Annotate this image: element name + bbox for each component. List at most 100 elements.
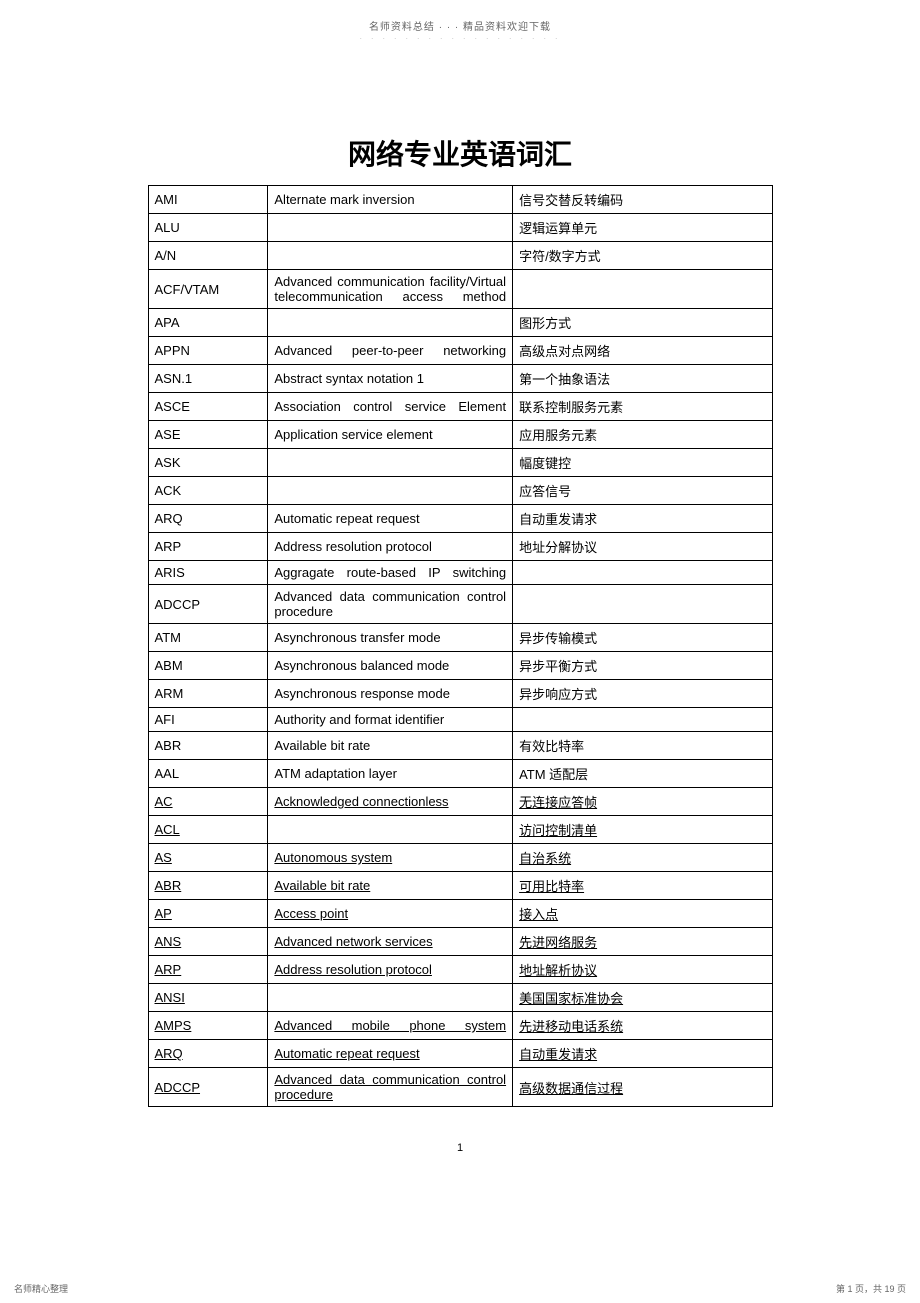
- header-line1: 名师资料总结 · · · 精品资料欢迎下载: [0, 0, 920, 33]
- abbr-cell: AC: [148, 788, 268, 816]
- table-row: ANSI美国国家标准协会: [148, 984, 772, 1012]
- full-cell: Abstract syntax notation 1: [268, 365, 513, 393]
- table-row: ACAcknowledged connectionless无连接应答帧: [148, 788, 772, 816]
- cn-cell: 可用比特率: [513, 872, 772, 900]
- abbr-cell: ASK: [148, 449, 268, 477]
- cn-cell: 地址解析协议: [513, 956, 772, 984]
- full-cell: Autonomous system: [268, 844, 513, 872]
- cn-cell: 自动重发请求: [513, 505, 772, 533]
- cn-cell: 应用服务元素: [513, 421, 772, 449]
- abbr-cell: ADCCP: [148, 585, 268, 624]
- full-cell: Acknowledged connectionless: [268, 788, 513, 816]
- abbr-cell: ALU: [148, 214, 268, 242]
- abbr-cell: ANS: [148, 928, 268, 956]
- abbr-cell: ARP: [148, 533, 268, 561]
- table-row: ARISAggragate route-based IP switching: [148, 561, 772, 585]
- vocabulary-table: AMIAlternate mark inversion信号交替反转编码ALU 逻辑…: [148, 185, 773, 1107]
- abbr-cell: ARM: [148, 680, 268, 708]
- full-cell: Asynchronous response mode: [268, 680, 513, 708]
- header-dots: · · · · · · · · · · · · · · · · · ·: [0, 33, 920, 43]
- abbr-cell: ASCE: [148, 393, 268, 421]
- abbr-cell: ACL: [148, 816, 268, 844]
- cn-cell: [513, 708, 772, 732]
- full-cell: Asynchronous balanced mode: [268, 652, 513, 680]
- full-cell: Application service element: [268, 421, 513, 449]
- abbr-cell: AMPS: [148, 1012, 268, 1040]
- table-row: ANSAdvanced network services先进网络服务: [148, 928, 772, 956]
- footer-right: 第 1 页，共 19 页: [836, 1282, 906, 1295]
- table-row: AFIAuthority and format identifier: [148, 708, 772, 732]
- table-row: ARQAutomatic repeat request自动重发请求: [148, 1040, 772, 1068]
- table-row: ACF/VTAMAdvanced communication facility/…: [148, 270, 772, 309]
- table-row: ARQAutomatic repeat request自动重发请求: [148, 505, 772, 533]
- abbr-cell: ANSI: [148, 984, 268, 1012]
- table-row: ATMAsynchronous transfer mode异步传输模式: [148, 624, 772, 652]
- full-cell: Authority and format identifier: [268, 708, 513, 732]
- cn-cell: 有效比特率: [513, 732, 772, 760]
- full-cell: Available bit rate: [268, 872, 513, 900]
- full-cell: [268, 449, 513, 477]
- full-cell: Address resolution protocol: [268, 956, 513, 984]
- abbr-cell: ACF/VTAM: [148, 270, 268, 309]
- table-row: AMPSAdvanced mobile phone system先进移动电话系统: [148, 1012, 772, 1040]
- cn-cell: 异步响应方式: [513, 680, 772, 708]
- cn-cell: [513, 585, 772, 624]
- table-row: ACL 访问控制清单: [148, 816, 772, 844]
- table-row: AMIAlternate mark inversion信号交替反转编码: [148, 186, 772, 214]
- full-cell: Address resolution protocol: [268, 533, 513, 561]
- cn-cell: 信号交替反转编码: [513, 186, 772, 214]
- table-row: ARPAddress resolution protocol地址分解协议: [148, 533, 772, 561]
- cn-cell: 自动重发请求: [513, 1040, 772, 1068]
- table-row: APA图形方式: [148, 309, 772, 337]
- full-cell: Advanced network services: [268, 928, 513, 956]
- cn-cell: 地址分解协议: [513, 533, 772, 561]
- abbr-cell: ADCCP: [148, 1068, 268, 1107]
- cn-cell: 异步平衡方式: [513, 652, 772, 680]
- full-cell: [268, 214, 513, 242]
- full-cell: [268, 816, 513, 844]
- cn-cell: 图形方式: [513, 309, 772, 337]
- table-row: APPNAdvanced peer-to-peer networking高级点对…: [148, 337, 772, 365]
- cn-cell: 无连接应答帧: [513, 788, 772, 816]
- abbr-cell: ATM: [148, 624, 268, 652]
- abbr-cell: ARQ: [148, 1040, 268, 1068]
- abbr-cell: ARP: [148, 956, 268, 984]
- abbr-cell: ARIS: [148, 561, 268, 585]
- abbr-cell: AS: [148, 844, 268, 872]
- table-row: ASN.1Abstract syntax notation 1第一个抽象语法: [148, 365, 772, 393]
- cn-cell: [513, 561, 772, 585]
- cn-cell: 第一个抽象语法: [513, 365, 772, 393]
- abbr-cell: ARQ: [148, 505, 268, 533]
- cn-cell: 应答信号: [513, 477, 772, 505]
- abbr-cell: A/N: [148, 242, 268, 270]
- table-row: ADCCPAdvanced data communication control…: [148, 585, 772, 624]
- table-row: ASCEAssociation control service Element联…: [148, 393, 772, 421]
- table-row: A/N字符/数字方式: [148, 242, 772, 270]
- table-row: ASAutonomous system自治系统: [148, 844, 772, 872]
- full-cell: [268, 477, 513, 505]
- cn-cell: 逻辑运算单元: [513, 214, 772, 242]
- abbr-cell: ASN.1: [148, 365, 268, 393]
- full-cell: Access point: [268, 900, 513, 928]
- page-number: 1: [0, 1142, 920, 1154]
- cn-cell: [513, 270, 772, 309]
- cn-cell: 访问控制清单: [513, 816, 772, 844]
- full-cell: Available bit rate: [268, 732, 513, 760]
- cn-cell: 自治系统: [513, 844, 772, 872]
- table-row: APAccess point接入点: [148, 900, 772, 928]
- table-row: ASK幅度键控: [148, 449, 772, 477]
- cn-cell: 高级点对点网络: [513, 337, 772, 365]
- full-cell: Association control service Element: [268, 393, 513, 421]
- table-row: ASEApplication service element应用服务元素: [148, 421, 772, 449]
- table-row: ABMAsynchronous balanced mode异步平衡方式: [148, 652, 772, 680]
- abbr-cell: ABM: [148, 652, 268, 680]
- full-cell: Advanced data communication control proc…: [268, 585, 513, 624]
- abbr-cell: AP: [148, 900, 268, 928]
- abbr-cell: ASE: [148, 421, 268, 449]
- table-row: ABRAvailable bit rate可用比特率: [148, 872, 772, 900]
- table-row: ARMAsynchronous response mode异步响应方式: [148, 680, 772, 708]
- cn-cell: 联系控制服务元素: [513, 393, 772, 421]
- table-row: ARPAddress resolution protocol地址解析协议: [148, 956, 772, 984]
- full-cell: Advanced communication facility/Virtual …: [268, 270, 513, 309]
- full-cell: Automatic repeat request: [268, 505, 513, 533]
